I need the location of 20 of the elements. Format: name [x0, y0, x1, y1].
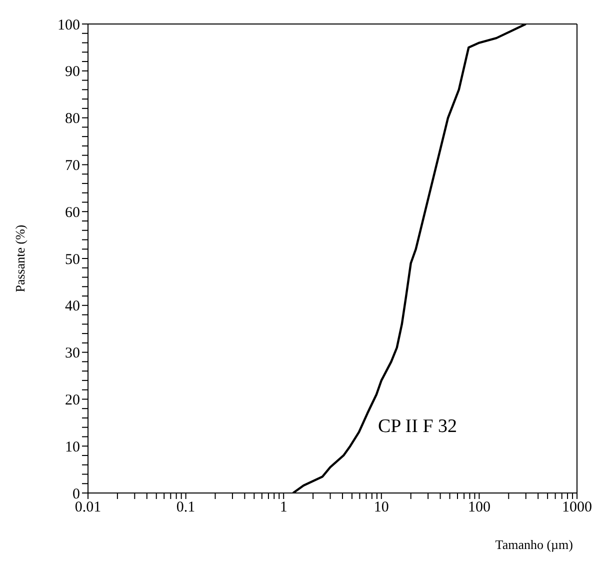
x-tick-label: 1000 — [562, 500, 592, 516]
y-tick-label: 70 — [65, 158, 80, 174]
x-tick-label: 0.1 — [176, 500, 196, 516]
x-tick-label: 100 — [468, 500, 490, 516]
y-tick-label: 80 — [65, 111, 80, 128]
y-tick-label: 60 — [65, 204, 80, 221]
x-axis-title: Tamanho (µm) — [495, 537, 573, 552]
annotation: CP II F 32 — [378, 416, 458, 438]
x-tick-label: 1 — [280, 500, 288, 516]
y-tick-label: 40 — [65, 298, 80, 315]
x-tick-label: 10 — [374, 500, 389, 516]
y-tick-label: 20 — [65, 392, 80, 409]
y-tick-label: 30 — [65, 346, 80, 362]
x-tick-label: 0.01 — [74, 500, 102, 516]
y-tick-label: 0 — [72, 486, 80, 502]
y-axis-title: Passante (%) — [12, 224, 28, 292]
y-tick-label: 90 — [65, 64, 80, 80]
y-tick-label: 50 — [65, 252, 80, 268]
y-tick-label: 100 — [58, 17, 80, 34]
y-tick-label: 10 — [65, 439, 80, 456]
